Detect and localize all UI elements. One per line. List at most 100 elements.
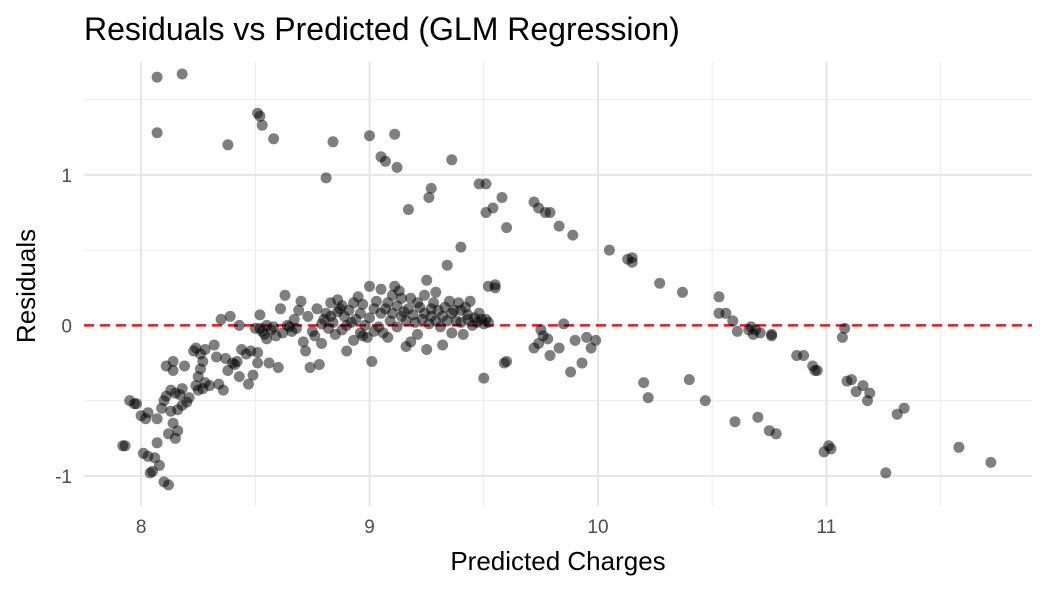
data-point bbox=[654, 277, 666, 289]
data-point bbox=[437, 339, 449, 351]
x-tick-label: 9 bbox=[364, 517, 375, 538]
x-axis-title: Predicted Charges bbox=[450, 546, 665, 576]
data-point bbox=[366, 356, 378, 367]
data-point bbox=[857, 380, 869, 392]
data-point bbox=[151, 413, 163, 425]
data-point bbox=[487, 202, 499, 214]
data-point bbox=[558, 318, 570, 330]
data-point bbox=[364, 280, 375, 292]
data-point bbox=[553, 220, 565, 232]
data-point bbox=[389, 128, 401, 140]
data-point bbox=[825, 443, 837, 455]
data-point bbox=[268, 133, 280, 145]
data-point bbox=[752, 411, 764, 423]
data-point bbox=[567, 229, 579, 241]
data-point bbox=[311, 303, 323, 315]
data-point bbox=[167, 356, 179, 367]
data-point bbox=[295, 295, 307, 307]
data-point bbox=[421, 274, 433, 286]
data-point bbox=[482, 316, 494, 328]
data-point bbox=[313, 359, 325, 370]
data-point bbox=[553, 342, 565, 354]
data-point bbox=[199, 344, 211, 355]
data-point bbox=[151, 437, 163, 449]
data-point bbox=[290, 322, 302, 334]
grid-major-lines bbox=[84, 62, 1032, 506]
data-point bbox=[423, 192, 435, 203]
data-point bbox=[254, 110, 266, 122]
data-point bbox=[729, 416, 741, 428]
data-point bbox=[272, 362, 284, 373]
data-point bbox=[233, 371, 245, 383]
data-point bbox=[211, 351, 222, 363]
data-point bbox=[699, 395, 711, 407]
data-point bbox=[119, 440, 131, 452]
data-point bbox=[231, 356, 243, 367]
data-point bbox=[247, 369, 259, 381]
data-point bbox=[501, 222, 513, 234]
data-point bbox=[396, 292, 407, 304]
data-point bbox=[354, 307, 366, 319]
data-point bbox=[370, 295, 382, 307]
data-point bbox=[898, 402, 910, 414]
x-tick-label: 11 bbox=[817, 517, 837, 538]
data-point bbox=[256, 119, 268, 131]
data-point bbox=[464, 295, 476, 307]
data-point bbox=[864, 387, 876, 399]
data-point bbox=[261, 333, 273, 345]
data-point bbox=[300, 345, 312, 357]
data-point bbox=[293, 304, 305, 316]
data-point bbox=[208, 339, 220, 351]
data-point bbox=[275, 303, 286, 315]
data-point bbox=[327, 136, 339, 148]
data-point bbox=[754, 327, 766, 339]
data-point bbox=[766, 328, 778, 340]
data-point bbox=[402, 204, 414, 215]
data-point bbox=[731, 325, 743, 337]
data-point bbox=[167, 365, 179, 376]
data-point bbox=[446, 154, 458, 166]
y-tick-label: -1 bbox=[55, 467, 72, 488]
data-point bbox=[727, 315, 739, 327]
data-point bbox=[183, 392, 195, 404]
data-point bbox=[327, 316, 339, 328]
data-point bbox=[638, 377, 650, 389]
data-point bbox=[179, 360, 190, 372]
data-point bbox=[720, 307, 732, 319]
data-point bbox=[528, 342, 540, 354]
data-point bbox=[677, 286, 688, 298]
data-point bbox=[441, 259, 453, 271]
data-point bbox=[151, 127, 163, 139]
data-point bbox=[457, 328, 469, 340]
data-point bbox=[233, 319, 245, 331]
data-point bbox=[836, 331, 848, 343]
data-point bbox=[603, 244, 615, 256]
data-point bbox=[288, 313, 300, 325]
data-point bbox=[309, 330, 321, 342]
data-point bbox=[320, 172, 332, 184]
data-point bbox=[252, 357, 264, 369]
data-point bbox=[478, 372, 490, 384]
data-point bbox=[642, 392, 654, 404]
data-point bbox=[626, 252, 638, 264]
data-point bbox=[302, 310, 314, 322]
data-point bbox=[569, 334, 581, 346]
grid-minor-lines bbox=[84, 62, 1032, 506]
data-point bbox=[131, 398, 142, 410]
y-axis-title: Residuals bbox=[11, 229, 41, 343]
data-point bbox=[985, 456, 997, 468]
data-point bbox=[153, 459, 165, 471]
data-point bbox=[151, 71, 163, 83]
data-point bbox=[375, 283, 387, 295]
data-point bbox=[544, 350, 556, 361]
data-point bbox=[382, 331, 394, 343]
data-point bbox=[418, 289, 430, 301]
data-point bbox=[770, 428, 782, 440]
data-point bbox=[480, 178, 492, 190]
data-point bbox=[544, 207, 556, 218]
data-point bbox=[496, 192, 508, 203]
data-point bbox=[391, 161, 403, 173]
data-point bbox=[279, 289, 291, 301]
data-point bbox=[341, 345, 353, 357]
